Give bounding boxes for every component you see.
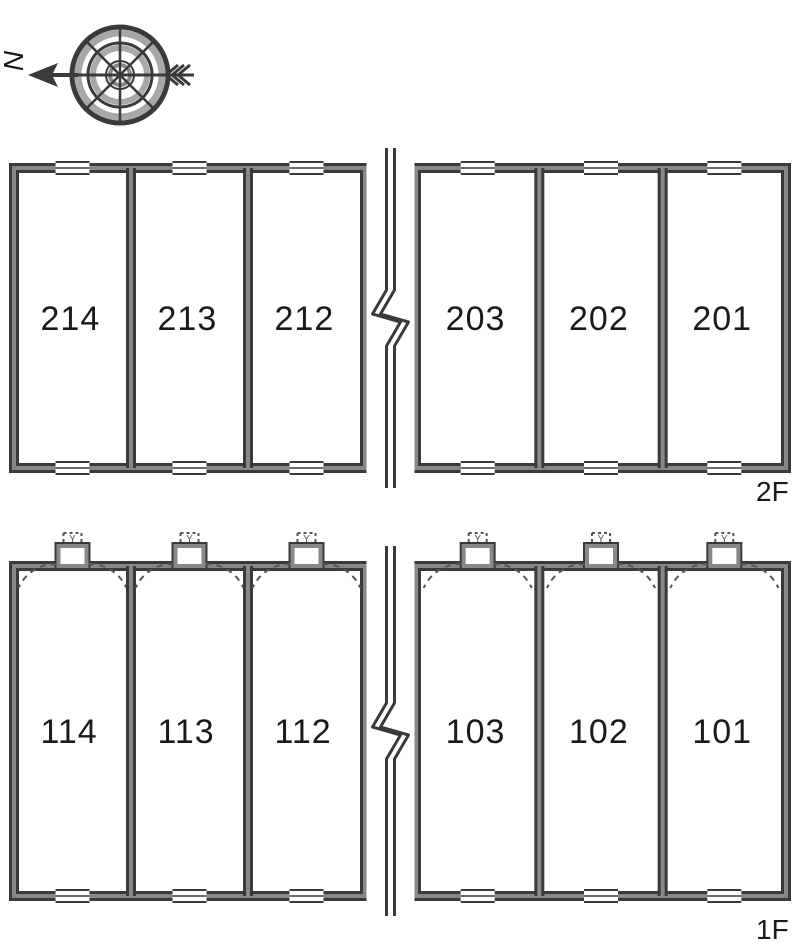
floor-label-2F: 2F (756, 476, 789, 508)
svg-text:Y: Y (721, 534, 728, 545)
svg-text:Y: Y (69, 534, 76, 545)
unit-label-201: 201 (692, 300, 752, 339)
floor-label-1F: 1F (756, 914, 789, 946)
unit-label-102: 102 (569, 713, 629, 752)
unit-label-202: 202 (569, 300, 629, 339)
unit-label-103: 103 (446, 713, 506, 752)
unit-label-213: 213 (158, 300, 218, 339)
unit-label-114: 114 (41, 713, 98, 752)
unit-label-214: 214 (41, 300, 101, 339)
unit-label-212: 212 (275, 300, 335, 339)
svg-text:Y: Y (474, 534, 481, 545)
unit-label-101: 101 (692, 713, 752, 752)
unit-label-203: 203 (446, 300, 506, 339)
floorplan-svg: YYYYYY (0, 0, 800, 940)
compass-rose (28, 27, 194, 123)
svg-text:Y: Y (598, 534, 605, 545)
unit-label-112: 112 (275, 713, 332, 752)
unit-label-113: 113 (158, 713, 215, 752)
svg-text:Y: Y (186, 534, 193, 545)
svg-text:Y: Y (303, 534, 310, 545)
compass-north-label: N (0, 51, 30, 71)
floorplan-canvas: Y Y Y Y Y Y 214 213 212 203 202 201 2F 114 113 112 103 10… (0, 0, 800, 940)
